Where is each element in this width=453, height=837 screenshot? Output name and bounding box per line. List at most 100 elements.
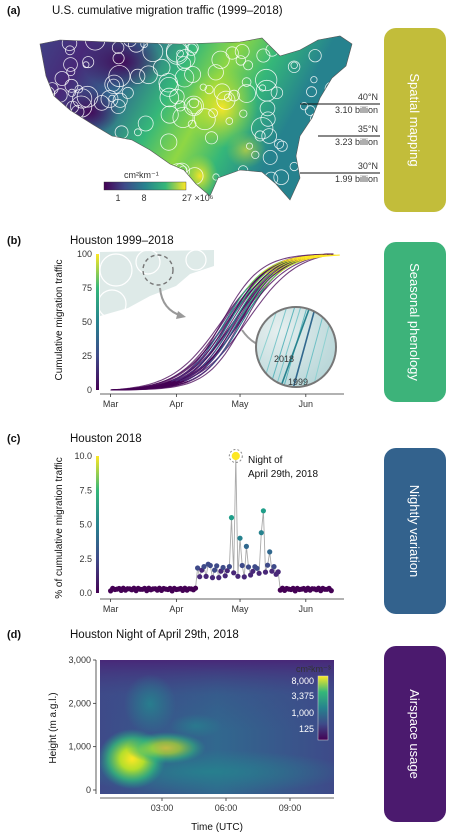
- night-point: [226, 564, 232, 570]
- radar-site-circle: [183, 95, 204, 116]
- phenology-segment: [161, 386, 167, 389]
- phenology-segment: [224, 314, 230, 323]
- pill-label: Spatial mapping: [407, 73, 422, 166]
- phenology-segment: [241, 300, 248, 309]
- phenology-segment: [251, 277, 257, 284]
- panel-c-ytick: 7.5: [79, 485, 92, 495]
- radar-site-circle: [66, 67, 76, 77]
- radar-site-circle: [255, 68, 278, 92]
- radar-site-circle: [186, 98, 202, 115]
- phenology-segment: [224, 322, 230, 331]
- radar-site-circle: [239, 109, 248, 118]
- panel-b-xtick: Jun: [299, 399, 314, 409]
- radar-site-circle: [159, 87, 180, 108]
- phenology-segment: [223, 329, 230, 338]
- phenology-segment: [246, 288, 252, 295]
- panel-d-xtick: 06:00: [215, 803, 238, 813]
- phenology-segment: [201, 356, 208, 363]
- panel-b-xtick: Mar: [103, 399, 119, 409]
- panel-b-ytick: 50: [82, 317, 92, 327]
- phenology-segment: [148, 386, 154, 389]
- phenology-segment: [255, 282, 261, 289]
- panel-d: (d) Houston Night of April 29th, 2018 He…: [7, 629, 446, 833]
- phenology-segment: [241, 307, 247, 316]
- radar-site-circle: [76, 85, 99, 108]
- phenology-segment: [232, 329, 238, 338]
- radar-site-circle: [160, 133, 178, 151]
- phenology-segment: [197, 370, 203, 375]
- phenology-segment: [166, 382, 172, 385]
- night-point: [254, 565, 260, 571]
- phenology-segment: [250, 288, 256, 295]
- phenology-segment: [295, 256, 301, 259]
- panel-b-xtick: Apr: [169, 399, 183, 409]
- night-point: [271, 564, 277, 570]
- phenology-segment: [273, 267, 279, 272]
- phenology-segment: [219, 337, 225, 345]
- radar-site-circle: [72, 139, 94, 160]
- phenology-segment: [214, 350, 221, 358]
- phenology-segment: [210, 337, 217, 345]
- phenology-segment: [179, 376, 185, 380]
- night-point: [197, 574, 203, 580]
- nightly-series: [108, 449, 334, 594]
- total-40: 3.10 billion: [335, 105, 378, 115]
- panel-b-letter: (b): [7, 235, 21, 247]
- phenology-segment: [184, 370, 190, 375]
- radar-site-circle: [88, 151, 105, 168]
- radar-site-circle: [133, 128, 142, 137]
- latitude-lines: 40°N 3.10 billion 35°N 3.23 billion 30°N…: [300, 92, 380, 184]
- radar-site-circle: [176, 56, 192, 71]
- phenology-segment: [179, 382, 184, 385]
- phenology-segment: [259, 282, 265, 289]
- radar-site-circle: [130, 68, 146, 85]
- night-point: [241, 574, 247, 580]
- radar-site-circle: [323, 149, 346, 171]
- phenology-segment: [197, 366, 203, 371]
- phenology-segment: [232, 307, 239, 316]
- phenology-segment: [223, 337, 230, 345]
- phenology-segment: [286, 260, 292, 264]
- phenology-segment: [157, 384, 163, 387]
- inset-year-2018: 2018: [274, 354, 294, 364]
- radar-site-circle: [48, 114, 60, 127]
- radar-site-circle: [204, 85, 214, 95]
- radar-site-circle: [108, 65, 131, 88]
- radar-site-circle: [243, 60, 254, 71]
- phenology-segment: [166, 383, 171, 386]
- phenology-segment: [205, 366, 211, 371]
- radar-site-circle: [228, 89, 240, 102]
- total-35: 3.23 billion: [335, 137, 378, 147]
- radar-site-circle: [63, 57, 78, 72]
- phenology-segment: [210, 344, 217, 352]
- phenology-segment: [162, 382, 167, 385]
- panel-d-letter: (d): [7, 629, 21, 641]
- phenology-segment: [300, 256, 306, 258]
- radar-site-circle: [67, 88, 76, 98]
- panel-c-xtick: Apr: [169, 604, 183, 614]
- phenology-segment: [308, 256, 314, 259]
- phenology-segment: [263, 277, 270, 284]
- phenology-segment: [206, 350, 212, 358]
- phenology-segment: [175, 376, 181, 380]
- lat-35: 35°N: [358, 124, 378, 134]
- panel-d-ytick: 1,000: [68, 742, 91, 752]
- highlight-ring: [228, 449, 243, 463]
- phenology-segment: [286, 259, 292, 262]
- panel-b-axes: 0 25 50 75 100 Mar Apr May Jun: [77, 249, 344, 409]
- radar-site-circle: [235, 173, 257, 195]
- radar-site-circle: [213, 83, 231, 101]
- panel-c-axes: 0.0 2.5 5.0 7.5 10.0 Mar Apr May Jun: [74, 451, 344, 614]
- radar-site-circle: [160, 105, 179, 124]
- phenology-segment: [170, 384, 176, 387]
- phenology-segment: [183, 376, 189, 380]
- panel-d-ytick: 2,000: [68, 698, 91, 708]
- lat-30: 30°N: [358, 161, 378, 171]
- phenology-segment: [205, 361, 212, 367]
- radar-site-circle: [327, 125, 340, 138]
- panel-b: (b) Houston 1999–2018 Cumulative migrati…: [7, 235, 446, 409]
- phenology-segment: [228, 307, 235, 316]
- phenology-segment: [250, 300, 256, 309]
- phenology-segment: [223, 344, 229, 352]
- phenology-segment: [179, 380, 185, 384]
